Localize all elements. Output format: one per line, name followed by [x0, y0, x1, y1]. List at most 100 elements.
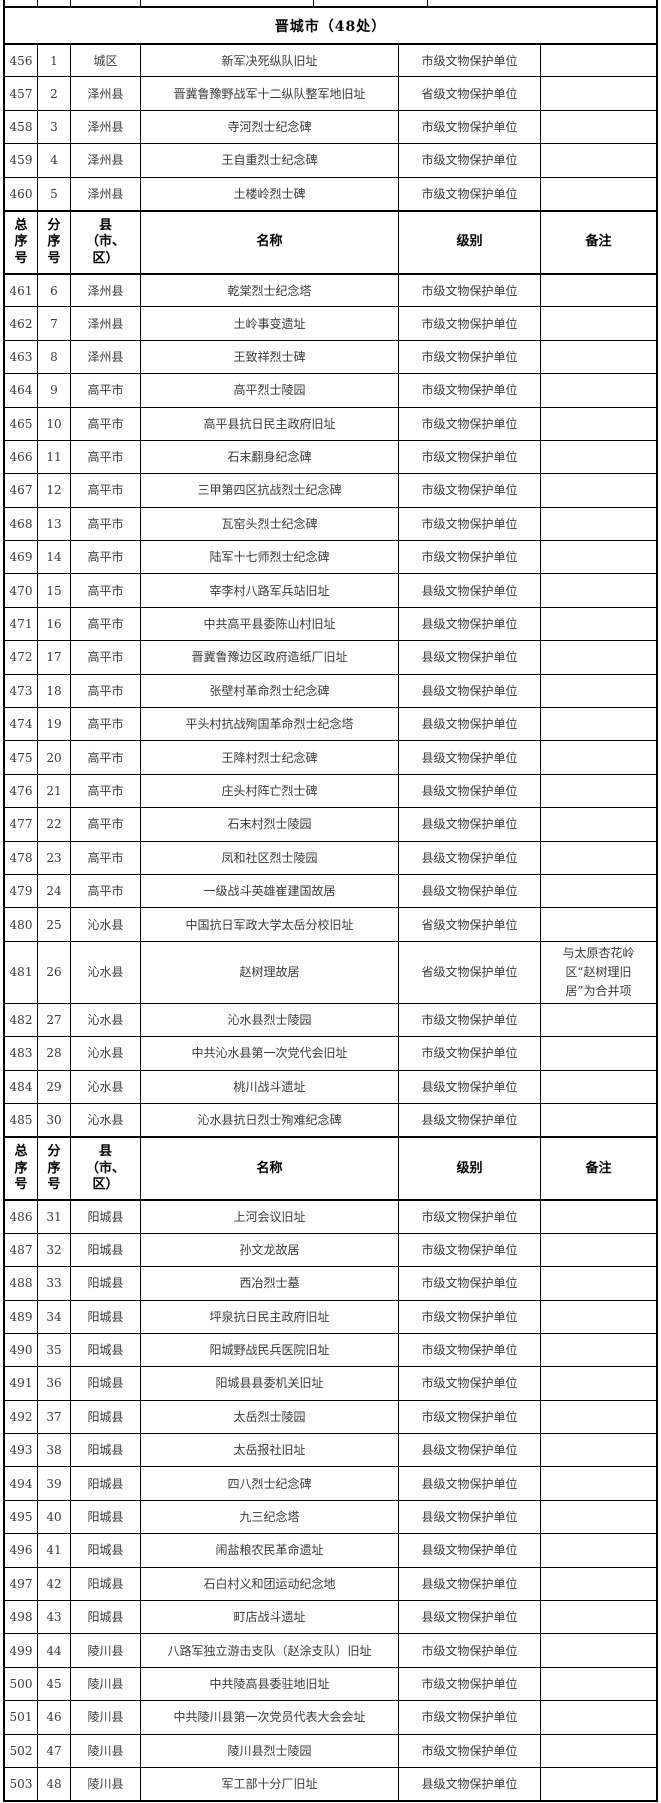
table-row: 463 8 泽州县 王致祥烈士碑 市级文物保护单位: [5, 339, 656, 374]
cell-remark: [541, 1668, 656, 1700]
section-title: 晋城市（48处）: [274, 18, 387, 35]
cell-total-no: 493: [5, 1434, 38, 1467]
cell-sub-no: 16: [38, 607, 71, 641]
cell-sub-no: 30: [38, 1103, 71, 1137]
table-row: 499 44 陵川县 八路军独立游击支队（赵涂支队）旧址 市级文物保护单位: [5, 1633, 656, 1667]
cell-total-no: 458: [5, 110, 38, 144]
cell-county: 阳城县: [71, 1434, 141, 1467]
table-row: 473 18 高平市 张壁村革命烈士纪念碑 县级文物保护单位: [5, 673, 656, 708]
table-row: 497 42 阳城县 石白村义和团运动纪念地 县级文物保护单位: [5, 1566, 656, 1601]
table-row: 486 31 阳城县 上河会议旧址 市级文物保护单位: [5, 1199, 656, 1233]
table-row: 457 2 泽州县 晋冀鲁豫野战军十二纵队整军地旧址 省级文物保护单位: [5, 76, 656, 110]
column-header-no: 总 序 号: [5, 1138, 38, 1200]
cell-remark: [541, 1367, 656, 1399]
cell-sub-no: 29: [38, 1070, 71, 1103]
cell-total-no: 479: [5, 874, 38, 908]
cell-level: 县级文物保护单位: [399, 607, 541, 641]
cell-sub-no: 8: [38, 340, 71, 374]
cell-county: 沁水县: [71, 1037, 141, 1070]
cell-name: 宰李村八路军兵站旧址: [141, 574, 399, 607]
cell-remark: [541, 1634, 656, 1666]
cell-remark: [541, 1037, 656, 1069]
table-row: 491 36 阳城县 阳城县县委机关旧址 市级文物保护单位: [5, 1366, 656, 1400]
cell-remark: [541, 842, 656, 874]
cell-level: 市级文物保护单位: [399, 1367, 541, 1400]
cell-county: 高平市: [71, 474, 141, 507]
table-row: 480 25 沁水县 中国抗日军政大学太岳分校旧址 省级文物保护单位: [5, 907, 656, 941]
cell-name: 町店战斗遗址: [141, 1601, 399, 1634]
cell-county: 沁水县: [71, 1070, 141, 1103]
cell-name: 赵树理故居: [141, 941, 399, 1003]
cell-name: 石末村烈士陵园: [141, 808, 399, 841]
column-header-sub: 分 序 号: [38, 211, 71, 273]
cell-total-no: 499: [5, 1634, 38, 1667]
cell-county: 阳城县: [71, 1233, 141, 1267]
cell-name: 土楼岭烈士碑: [141, 177, 399, 210]
table-row: 456 1 城区 新军决死纵队旧址 市级文物保护单位: [5, 43, 656, 77]
cell-remark: [541, 1004, 656, 1036]
cell-total-no: 478: [5, 841, 38, 874]
cell-name: 三甲第四区抗战烈士纪念碑: [141, 474, 399, 507]
cell-total-no: 465: [5, 407, 38, 440]
cell-sub-no: 7: [38, 307, 71, 340]
cell-sub-no: 48: [38, 1767, 71, 1801]
cell-name: 张壁村革命烈士纪念碑: [141, 674, 399, 708]
cell-level: 县级文物保护单位: [399, 1567, 541, 1601]
cell-county: 高平市: [71, 440, 141, 474]
cell-total-no: 473: [5, 674, 38, 708]
column-header-sub: 分 序 号: [38, 1138, 71, 1200]
cell-sub-no: 5: [38, 177, 71, 210]
table-row: 487 32 阳城县 孙文龙故居 市级文物保护单位: [5, 1232, 656, 1267]
cell-level: 市级文物保护单位: [399, 110, 541, 144]
section-header-row: 晋城市（48处）: [5, 6, 656, 43]
cell-level: 省级文物保护单位: [399, 77, 541, 110]
cell-county: 阳城县: [71, 1567, 141, 1601]
cell-name: 晋冀鲁豫野战军十二纵队整军地旧址: [141, 77, 399, 110]
table-row: 493 38 阳城县 太岳报社旧址 县级文物保护单位: [5, 1433, 656, 1467]
cell-county: 阳城县: [71, 1467, 141, 1500]
table-row: 489 34 阳城县 坪泉抗日民主政府旧址 市级文物保护单位: [5, 1299, 656, 1333]
cell-level: 县级文物保护单位: [399, 1070, 541, 1103]
cell-remark: [541, 1104, 656, 1136]
cell-county: 高平市: [71, 708, 141, 741]
cell-total-no: 466: [5, 440, 38, 474]
cell-total-no: 495: [5, 1500, 38, 1534]
cell-sub-no: 13: [38, 507, 71, 541]
cell-county: 泽州县: [71, 274, 141, 307]
cell-sub-no: 23: [38, 841, 71, 874]
cell-county: 高平市: [71, 808, 141, 841]
column-header-row: 总 序 号分 序 号县 （市、 区） 名称 级别 备注: [5, 209, 656, 273]
cell-sub-no: 21: [38, 774, 71, 808]
cell-name: 九三纪念塔: [141, 1500, 399, 1534]
cell-remark: [541, 1201, 656, 1232]
cell-county: 高平市: [71, 541, 141, 574]
cell-level: 县级文物保护单位: [399, 1434, 541, 1467]
cell-remark: [541, 341, 656, 373]
cell-county: 城区: [71, 45, 141, 77]
cell-sub-no: 31: [38, 1201, 71, 1233]
cell-name: 太岳烈士陵园: [141, 1400, 399, 1434]
cell-level: 市级文物保护单位: [399, 144, 541, 177]
cell-total-no: 468: [5, 507, 38, 541]
table-row: 464 9 高平市 高平烈士陵园 市级文物保护单位: [5, 373, 656, 407]
cell-name: 坪泉抗日民主政府旧址: [141, 1300, 399, 1333]
cell-name: 石白村义和团运动纪念地: [141, 1567, 399, 1601]
cell-total-no: 503: [5, 1767, 38, 1801]
column-header-remark: 备注: [585, 234, 612, 250]
cell-name: 王降村烈士纪念碑: [141, 741, 399, 774]
cell-remark: [541, 1301, 656, 1333]
cell-name: 军工部十分厂旧址: [141, 1767, 399, 1801]
cell-total-no: 494: [5, 1467, 38, 1500]
cell-name: 王自重烈士纪念碑: [141, 144, 399, 177]
cell-name: 乾棠烈士纪念塔: [141, 274, 399, 307]
cell-remark: [541, 408, 656, 440]
cell-county: 高平市: [71, 374, 141, 407]
cell-total-no: 459: [5, 144, 38, 177]
cell-remark: [541, 1701, 656, 1733]
cell-level: 县级文物保护单位: [399, 574, 541, 607]
table-row: 476 21 高平市 庄头村阵亡烈士碑 县级文物保护单位: [5, 773, 656, 808]
cell-remark: [541, 1735, 656, 1767]
cell-level: 市级文物保护单位: [399, 374, 541, 407]
cell-name: 中国抗日军政大学太岳分校旧址: [141, 908, 399, 941]
cell-sub-no: 38: [38, 1434, 71, 1467]
